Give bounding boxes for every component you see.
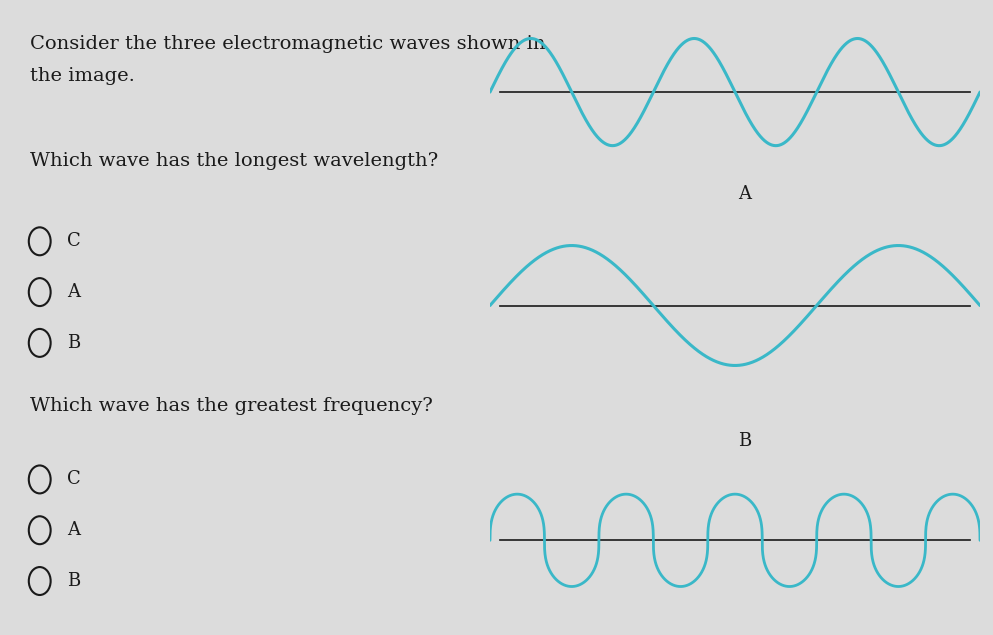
Text: Consider the three electromagnetic waves shown in: Consider the three electromagnetic waves… xyxy=(30,35,545,53)
Text: A: A xyxy=(68,521,80,539)
Text: C: C xyxy=(68,232,80,250)
Text: B: B xyxy=(68,334,80,352)
Text: the image.: the image. xyxy=(30,67,135,84)
Text: Which wave has the longest wavelength?: Which wave has the longest wavelength? xyxy=(30,152,438,170)
Text: C: C xyxy=(68,471,80,488)
Text: B: B xyxy=(68,572,80,590)
Text: B: B xyxy=(738,432,752,450)
Text: A: A xyxy=(68,283,80,301)
Text: Which wave has the greatest frequency?: Which wave has the greatest frequency? xyxy=(30,397,433,415)
Text: A: A xyxy=(739,185,752,203)
